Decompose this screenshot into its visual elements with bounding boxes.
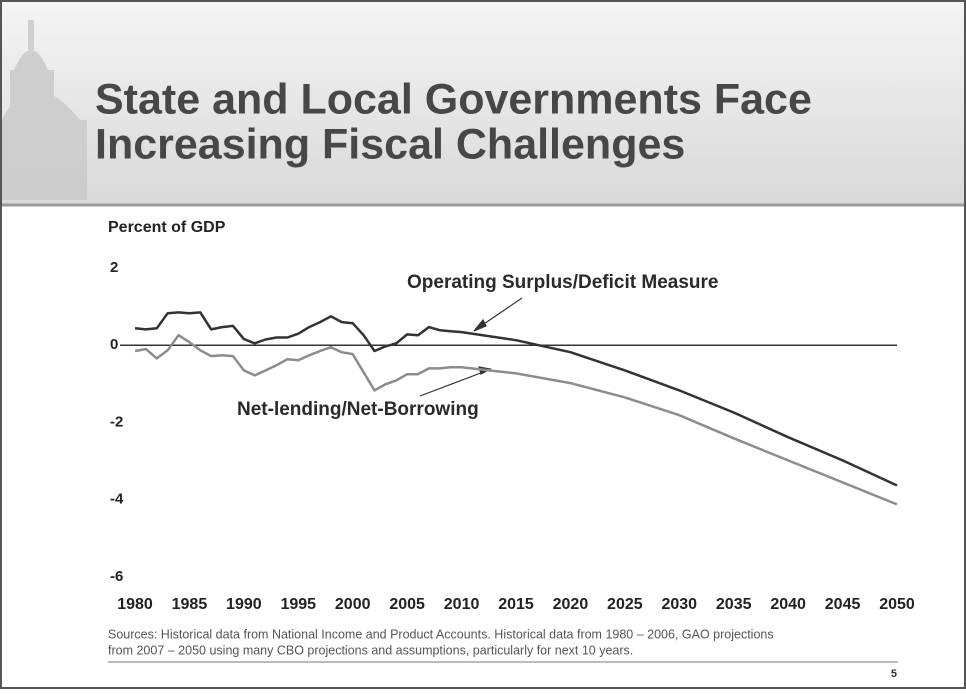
- source-note: from 2007 – 2050 using many CBO projecti…: [108, 643, 633, 657]
- x-tick-label: 2025: [607, 596, 643, 613]
- x-tick-label: 2010: [444, 596, 480, 613]
- title-line: State and Local Governments Face: [95, 75, 812, 123]
- x-tick-label: 2050: [879, 596, 915, 613]
- x-tick-label: 1990: [226, 596, 262, 613]
- capitol-dome: [2, 20, 87, 200]
- plot: 2 0 -2 -4 -6 1980 1985 1990 1995 2000 2005 2010 2015…: [110, 259, 915, 613]
- x-tick-label: 2020: [553, 596, 589, 613]
- y-tick-label: -4: [110, 491, 124, 508]
- annotation: Net-lending/Net-Borrowing: [237, 399, 479, 420]
- x-tick-label: 2040: [770, 596, 806, 613]
- y-tick-label: -2: [110, 413, 123, 430]
- series-line: [134, 311, 898, 487]
- annotation: Operating Surplus/Deficit Measure: [407, 272, 718, 293]
- x-tick-label: 2030: [661, 596, 697, 613]
- y-tick-label: 2: [110, 259, 118, 276]
- x-tick-label: 2035: [716, 596, 752, 613]
- header-band: [2, 2, 964, 204]
- x-tick-label: 1995: [280, 596, 316, 613]
- source-note: Sources: Historical data from National I…: [108, 627, 774, 641]
- y-tick-label: 0: [110, 336, 118, 353]
- x-tick-label: 2000: [335, 596, 371, 613]
- y-axis-label: Percent of GDP: [108, 219, 226, 236]
- x-tick-label: 2005: [389, 596, 425, 613]
- title-line: Increasing Fiscal Challenges: [95, 120, 685, 168]
- series-line: [134, 333, 898, 506]
- page-number: 5: [891, 668, 897, 680]
- y-tick-label: -6: [110, 568, 123, 585]
- x-tick-label: 1980: [117, 596, 153, 613]
- x-tick-label: 1985: [172, 596, 208, 613]
- x-tick-label: 2045: [825, 596, 861, 613]
- x-tick-label: 2015: [498, 596, 534, 613]
